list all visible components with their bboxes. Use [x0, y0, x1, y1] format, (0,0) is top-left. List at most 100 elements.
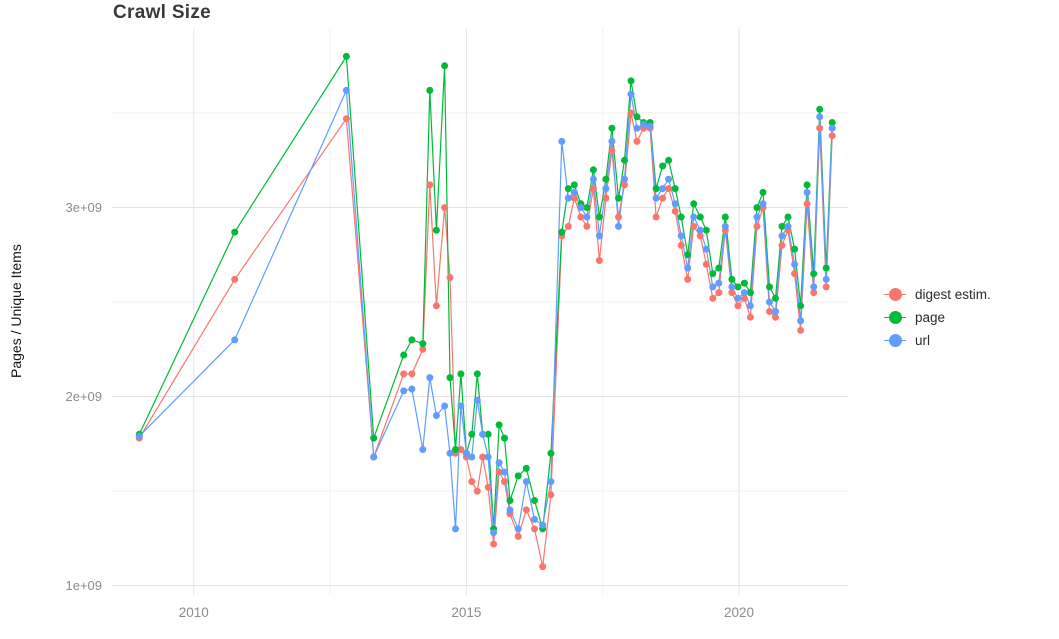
- data-point-page: [589, 166, 597, 174]
- data-point-url: [426, 374, 434, 382]
- data-point-page: [671, 185, 679, 193]
- data-point-digest: [615, 213, 622, 221]
- y-tick-label: 3e+09: [65, 200, 102, 215]
- legend-label-url: url: [915, 333, 931, 348]
- data-point-page: [621, 156, 628, 164]
- data-point-digest: [589, 185, 597, 193]
- data-point-digest: [766, 308, 773, 315]
- data-point-digest: [677, 241, 685, 249]
- data-point-digest: [753, 222, 761, 230]
- data-point-digest: [479, 453, 487, 461]
- data-point-url: [457, 402, 465, 410]
- data-point-page: [514, 472, 522, 480]
- data-point-url: [828, 124, 836, 132]
- data-point-url: [702, 245, 710, 253]
- data-point-url: [564, 194, 572, 202]
- data-point-digest: [457, 446, 465, 453]
- data-point-url: [570, 188, 578, 196]
- data-point-url: [370, 453, 378, 461]
- data-point-url: [766, 298, 773, 306]
- data-point-digest: [570, 194, 578, 202]
- data-point-digest: [446, 274, 454, 281]
- data-point-url: [462, 449, 470, 457]
- data-point-url: [490, 529, 498, 537]
- data-point-digest: [564, 222, 572, 230]
- data-point-url: [539, 521, 547, 529]
- data-point-page: [473, 370, 481, 378]
- data-point-page: [446, 374, 454, 382]
- data-point-page: [522, 464, 530, 472]
- data-point-url: [816, 113, 824, 121]
- data-point-digest: [791, 270, 799, 278]
- data-point-url: [728, 283, 736, 291]
- data-point-digest: [709, 294, 717, 302]
- data-point-url: [615, 222, 622, 230]
- data-point-digest: [734, 302, 742, 310]
- data-point-digest: [803, 200, 811, 208]
- data-point-page: [602, 175, 610, 183]
- legend-key-digest-icon: [884, 288, 906, 301]
- data-point-page: [531, 497, 538, 504]
- data-point-digest: [772, 313, 779, 321]
- data-point-url: [547, 478, 555, 486]
- data-point-digest: [468, 478, 476, 486]
- data-point-page: [457, 370, 465, 378]
- data-point-url: [696, 226, 704, 234]
- data-point-url: [684, 264, 692, 272]
- data-point-page: [468, 430, 476, 438]
- data-point-digest: [671, 207, 679, 215]
- data-point-digest: [595, 257, 603, 264]
- data-point-digest: [490, 540, 498, 548]
- data-point-url: [740, 289, 748, 297]
- data-point-digest: [231, 275, 239, 283]
- data-point-url: [602, 185, 610, 193]
- data-point-page: [740, 279, 748, 287]
- data-point-digest: [828, 132, 836, 140]
- data-point-url: [822, 275, 830, 283]
- data-point-digest: [473, 487, 481, 495]
- data-point-digest: [778, 241, 786, 249]
- data-point-url: [753, 213, 761, 221]
- data-point-digest: [583, 222, 591, 230]
- data-point-url: [810, 283, 818, 291]
- y-tick-label: 1e+09: [65, 578, 102, 593]
- data-point-page: [715, 264, 723, 272]
- data-point-digest: [659, 194, 667, 202]
- data-point-page: [652, 185, 660, 193]
- data-point-page: [791, 245, 799, 253]
- data-point-digest: [822, 283, 830, 291]
- data-point-page: [558, 228, 566, 236]
- data-point-url: [715, 279, 723, 287]
- data-point-page: [484, 430, 492, 438]
- data-point-url: [558, 137, 566, 145]
- data-point-digest: [441, 204, 449, 212]
- legend-key-url-icon: [884, 334, 906, 347]
- data-point-url: [621, 175, 628, 183]
- legend: digest estim. page url: [884, 287, 991, 348]
- data-point-url: [135, 432, 143, 440]
- legend-item-page: page: [884, 310, 991, 325]
- data-point-page: [426, 86, 434, 94]
- data-point-page: [709, 270, 717, 278]
- data-point-url: [746, 302, 754, 310]
- data-point-page: [702, 226, 710, 234]
- data-point-page: [400, 351, 408, 359]
- data-point-digest: [484, 483, 492, 491]
- data-point-digest: [816, 124, 824, 132]
- data-point-page: [696, 213, 704, 221]
- data-point-digest: [547, 491, 555, 499]
- legend-key-page-icon: [884, 311, 906, 324]
- data-point-digest: [577, 213, 585, 221]
- data-point-url: [721, 222, 729, 230]
- data-point-digest: [684, 275, 692, 283]
- data-point-url: [419, 446, 427, 453]
- data-point-digest: [702, 260, 710, 268]
- data-point-url: [589, 175, 597, 183]
- data-point-url: [791, 260, 799, 268]
- data-point-url: [803, 188, 811, 196]
- data-point-page: [677, 213, 685, 221]
- data-point-page: [583, 204, 591, 212]
- data-point-digest: [432, 302, 440, 310]
